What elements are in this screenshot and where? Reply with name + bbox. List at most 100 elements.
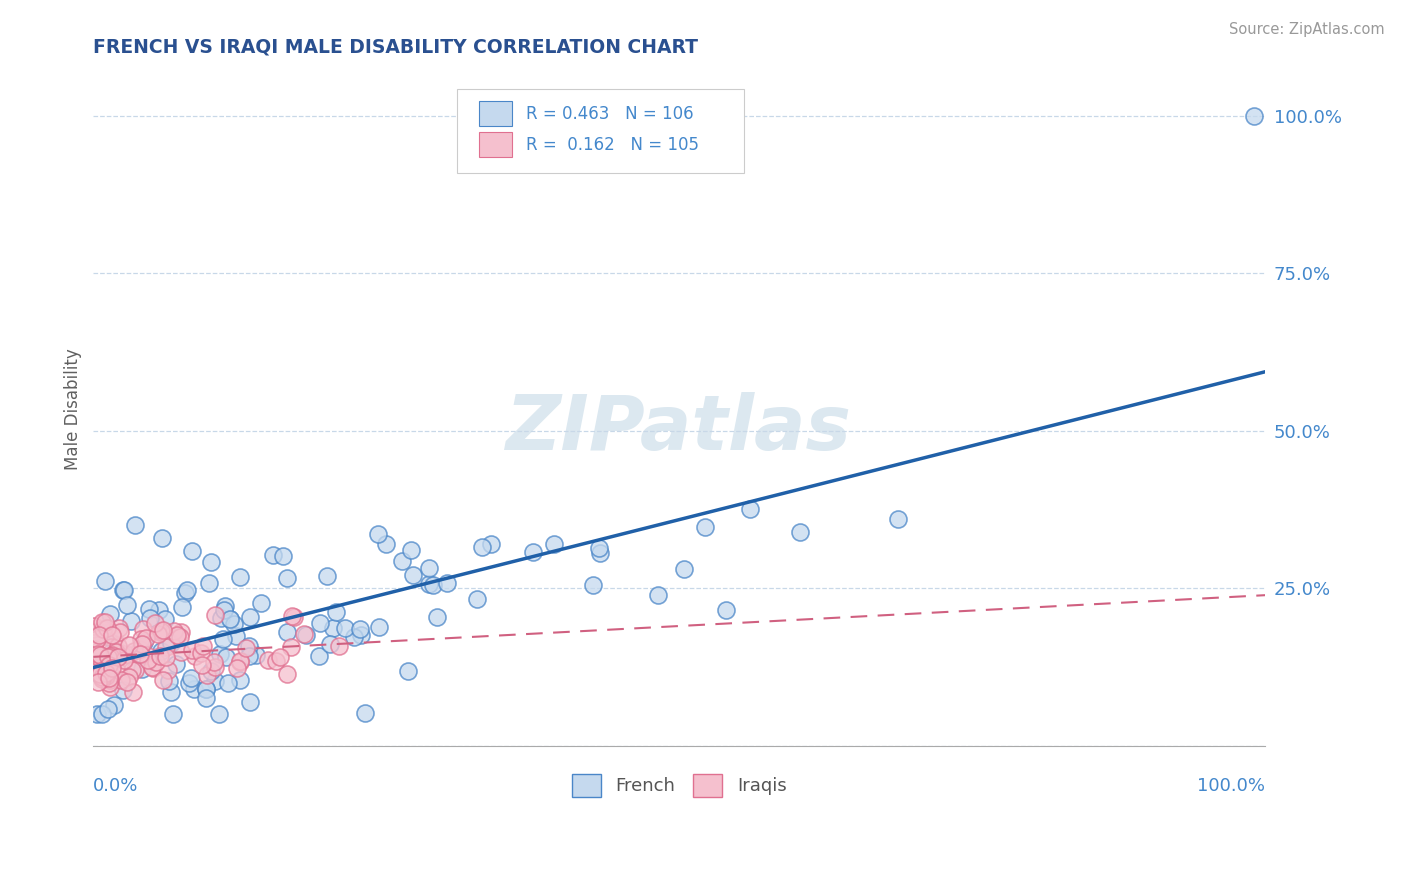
Point [97, 671, 120, 685]
Point [131, 622, 153, 636]
Point [108, 625, 131, 640]
Text: FRENCH VS IRAQI MALE DISABILITY CORRELATION CHART: FRENCH VS IRAQI MALE DISABILITY CORRELAT… [93, 37, 699, 56]
Point [131, 637, 153, 651]
Point [91, 655, 114, 669]
Point [235, 640, 257, 655]
Point [198, 575, 221, 590]
Point [214, 599, 236, 613]
Point [328, 639, 350, 653]
Point [333, 621, 356, 635]
Point [402, 568, 425, 582]
Point [343, 630, 366, 644]
Point [315, 568, 337, 582]
Point [292, 627, 315, 641]
Point [179, 676, 201, 690]
Text: ZIPatlas: ZIPatlas [506, 392, 852, 467]
Point [166, 627, 188, 641]
Point [97, 630, 120, 644]
Point [238, 648, 260, 663]
Point [195, 690, 218, 705]
Point [107, 639, 129, 653]
Point [436, 575, 458, 590]
Point [98, 673, 121, 687]
Point [582, 578, 605, 592]
Point [112, 652, 135, 666]
Point [160, 685, 183, 699]
Point [110, 646, 132, 660]
Point [319, 636, 342, 650]
Point [202, 655, 225, 669]
Point [91, 615, 114, 629]
Point [98, 680, 121, 694]
Point [271, 549, 294, 563]
Point [98, 672, 121, 686]
Point [112, 682, 135, 697]
FancyBboxPatch shape [479, 101, 512, 127]
Point [264, 654, 287, 668]
Point [121, 685, 143, 699]
Point [83, 641, 105, 656]
Point [155, 650, 177, 665]
Point [283, 610, 305, 624]
Point [245, 648, 267, 662]
Point [138, 648, 160, 663]
Point [91, 670, 114, 684]
Point [204, 659, 226, 673]
Point [111, 582, 134, 597]
Point [103, 698, 125, 713]
Point [170, 645, 193, 659]
Point [322, 621, 344, 635]
Point [229, 570, 252, 584]
Point [143, 616, 166, 631]
Point [162, 707, 184, 722]
Text: R = 0.463   N = 106: R = 0.463 N = 106 [526, 104, 693, 122]
Point [229, 655, 252, 669]
Text: R =  0.162   N = 105: R = 0.162 N = 105 [526, 136, 699, 153]
Point [1243, 109, 1265, 123]
Point [103, 632, 125, 646]
Point [269, 650, 291, 665]
Point [136, 653, 159, 667]
Point [426, 609, 449, 624]
Point [89, 648, 111, 662]
Point [204, 673, 226, 688]
Point [98, 676, 121, 690]
Point [118, 638, 141, 652]
FancyBboxPatch shape [479, 132, 512, 157]
Point [204, 607, 226, 622]
Point [84, 624, 107, 639]
Point [353, 706, 375, 721]
Point [97, 650, 120, 665]
Point [90, 673, 112, 687]
Point [375, 537, 398, 551]
Point [194, 681, 217, 696]
Point [294, 628, 316, 642]
Point [98, 666, 121, 681]
Point [90, 664, 112, 678]
Point [209, 647, 232, 661]
Point [94, 666, 117, 681]
Point [195, 681, 218, 696]
Point [160, 636, 183, 650]
Point [222, 617, 245, 632]
Point [131, 662, 153, 676]
Point [100, 648, 122, 663]
Point [789, 524, 811, 539]
Point [152, 673, 174, 687]
Point [148, 603, 170, 617]
Point [139, 611, 162, 625]
Point [98, 607, 121, 621]
Point [465, 591, 488, 606]
Point [200, 555, 222, 569]
Point [349, 622, 371, 636]
Point [262, 548, 284, 562]
Point [110, 673, 132, 687]
Point [118, 648, 141, 663]
Point [93, 615, 115, 629]
Point [180, 544, 202, 558]
Point [589, 546, 612, 560]
Point [89, 667, 111, 681]
Point [479, 537, 502, 551]
Point [89, 649, 111, 664]
Point [714, 603, 737, 617]
